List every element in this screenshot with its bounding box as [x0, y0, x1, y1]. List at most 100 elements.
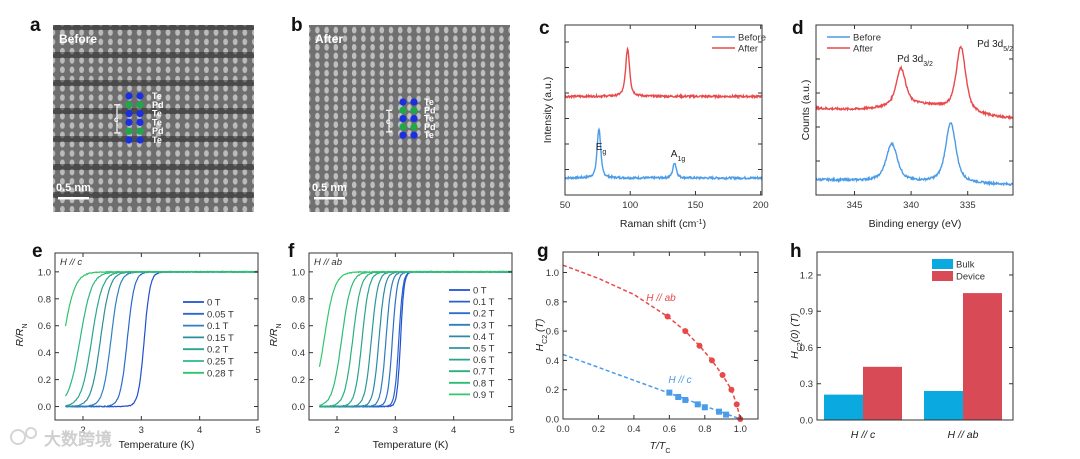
atom-dot	[136, 101, 144, 109]
scale-bar	[58, 197, 89, 200]
atom-dot	[125, 118, 133, 126]
watermark-text: 大数跨境	[44, 429, 112, 450]
atom-dot	[399, 115, 407, 123]
x-tick-label: 5	[509, 425, 514, 436]
axis-label-part: N	[22, 323, 29, 328]
axes-frame	[816, 251, 1014, 421]
atom-dot	[136, 118, 144, 126]
x-tick-label: 0.4	[627, 424, 640, 435]
legend-label: After	[738, 44, 758, 55]
legend-label: Before	[853, 33, 881, 44]
atom-label: Te	[152, 135, 162, 145]
legend-label: Before	[738, 33, 766, 44]
axis-label: Temperature (K)	[373, 439, 449, 451]
spectrum-after	[565, 46, 762, 100]
atom-dot	[410, 98, 418, 106]
axis-label-part: -1	[696, 219, 702, 226]
data-point	[696, 342, 703, 349]
axis-label: HC2(0) (T)	[789, 313, 804, 359]
axis-label-part: 3/2	[923, 61, 933, 68]
data-point	[664, 313, 671, 320]
legend-label: 0.4 T	[473, 332, 495, 343]
legend-label: 0 T	[473, 286, 487, 297]
axis-label-part: C2	[797, 342, 804, 351]
watermark-logo-icon	[25, 427, 37, 439]
y-tick-label: 0.4	[292, 348, 305, 359]
data-point	[708, 357, 715, 364]
x-tick-label: 150	[688, 200, 704, 211]
axis-label: Temperature (K)	[119, 439, 195, 451]
axis-label: Eg	[596, 142, 607, 156]
x-tick-label: 3	[139, 425, 144, 436]
panel-letter-c: c	[539, 18, 550, 39]
y-tick-label: 0.0	[546, 415, 559, 426]
axes-frame	[562, 251, 759, 420]
axis-label-part: Intensity (a.u.)	[542, 77, 554, 144]
series-label-ab: H // ab	[646, 293, 676, 304]
atom-label: Te	[152, 91, 162, 101]
legend-label: 0.28 T	[207, 368, 234, 379]
panel-letter-a: a	[30, 15, 41, 36]
x-tick-label: 1.0	[734, 424, 747, 435]
y-tick-label: 0.6	[546, 327, 559, 338]
axis-label: T/TC	[650, 440, 671, 455]
y-tick-label: 0.9	[800, 307, 813, 318]
spectrum-after	[816, 45, 1013, 121]
field-direction-label: H // ab	[314, 257, 342, 268]
y-tick-label: 0.2	[38, 375, 51, 386]
axis-label: Counts (a.u.)	[800, 80, 812, 141]
atom-dot	[125, 136, 133, 144]
panel-letter-g: g	[537, 241, 549, 262]
y-tick-label: 0.8	[38, 294, 51, 305]
atom-dot	[410, 106, 418, 114]
legend-label: 0.7 T	[473, 367, 495, 378]
data-point	[694, 401, 701, 408]
x-tick-label: 4	[197, 425, 202, 436]
x-tick-label: 5	[255, 425, 260, 436]
data-point	[723, 411, 730, 418]
chart-f: 0 T0.1 T0.2 T0.3 T0.4 T0.5 T0.6 T0.7 T0.…	[268, 252, 515, 451]
watermark: 大数跨境	[10, 427, 112, 450]
legend-swatch	[932, 259, 953, 269]
axes-frame	[308, 252, 513, 421]
legend-label: 0.1 T	[207, 321, 229, 332]
axis-label: Intensity (a.u.)	[542, 77, 554, 144]
legend-label: 0.25 T	[207, 357, 234, 368]
legend-label: 0.05 T	[207, 309, 234, 320]
axis-label-part: Counts (a.u.)	[800, 80, 812, 141]
x-tick-label: 50	[560, 200, 571, 211]
series-label-c: H // c	[668, 375, 691, 386]
legend-label: 0 T	[207, 298, 221, 309]
y-tick-label: 0.3	[800, 379, 813, 390]
y-tick-label: 0.4	[38, 348, 51, 359]
x-tick-label: 3	[393, 425, 398, 436]
axes-frame	[564, 24, 763, 196]
axis-label-part: Temperature (K)	[119, 439, 195, 451]
data-point	[682, 396, 689, 403]
y-tick-label: 0.6	[292, 321, 305, 332]
axis-label-part: (T)	[534, 319, 546, 335]
image-title-after: After	[315, 32, 343, 46]
atom-label: Te	[152, 117, 162, 127]
legend-swatch	[932, 271, 953, 281]
legend-label: 0.9 T	[473, 390, 495, 401]
data-point	[728, 386, 735, 393]
legend-label: Bulk	[956, 260, 975, 271]
plot-area	[824, 293, 1002, 420]
atom-dot	[125, 110, 133, 118]
atom-dot	[136, 136, 144, 144]
panel-letter-b: b	[291, 15, 303, 36]
category-label: H // c	[851, 429, 876, 441]
legend-label: After	[853, 44, 873, 55]
atom-dot	[399, 131, 407, 139]
data-point	[719, 372, 726, 379]
axes-frame	[54, 252, 259, 421]
y-tick-label: 1.0	[292, 267, 305, 278]
axis-label-part: (0) (T)	[789, 313, 801, 342]
atom-label: Pd	[424, 122, 436, 132]
